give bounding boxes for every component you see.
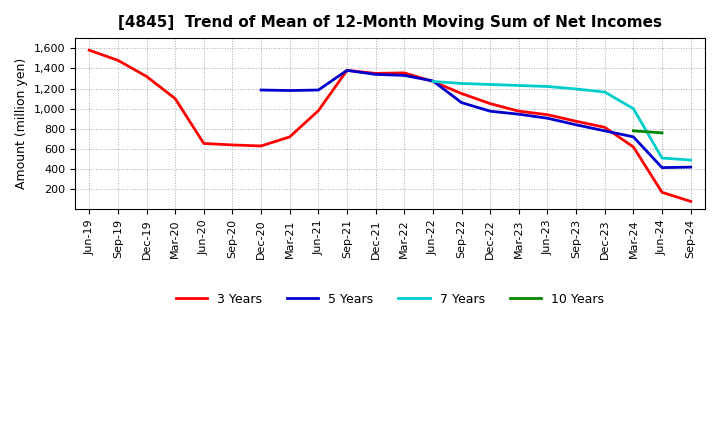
10 Years: [657, 130, 666, 136]
3 Years: [486, 101, 495, 106]
5 Years: [257, 88, 266, 93]
Y-axis label: Amount (million yen): Amount (million yen): [15, 58, 28, 189]
3 Years: [657, 190, 666, 195]
5 Years: [400, 73, 408, 78]
Line: 5 Years: 5 Years: [261, 70, 690, 168]
5 Years: [343, 68, 351, 73]
3 Years: [372, 71, 380, 76]
3 Years: [515, 109, 523, 114]
3 Years: [257, 143, 266, 149]
3 Years: [285, 134, 294, 139]
7 Years: [600, 89, 609, 95]
3 Years: [400, 70, 408, 76]
3 Years: [343, 68, 351, 73]
Line: 3 Years: 3 Years: [89, 50, 690, 202]
5 Years: [657, 165, 666, 170]
5 Years: [285, 88, 294, 93]
7 Years: [572, 86, 580, 92]
5 Years: [486, 109, 495, 114]
3 Years: [629, 144, 638, 150]
3 Years: [686, 199, 695, 204]
5 Years: [372, 72, 380, 77]
7 Years: [457, 81, 466, 86]
7 Years: [657, 155, 666, 161]
3 Years: [600, 125, 609, 130]
5 Years: [686, 165, 695, 170]
3 Years: [199, 141, 208, 146]
5 Years: [314, 88, 323, 93]
3 Years: [543, 112, 552, 117]
5 Years: [457, 100, 466, 105]
7 Years: [515, 83, 523, 88]
7 Years: [486, 82, 495, 87]
3 Years: [428, 79, 437, 84]
3 Years: [314, 108, 323, 114]
7 Years: [428, 79, 437, 84]
3 Years: [228, 142, 237, 147]
Legend: 3 Years, 5 Years, 7 Years, 10 Years: 3 Years, 5 Years, 7 Years, 10 Years: [171, 288, 609, 311]
5 Years: [428, 78, 437, 84]
Title: [4845]  Trend of Mean of 12-Month Moving Sum of Net Incomes: [4845] Trend of Mean of 12-Month Moving …: [118, 15, 662, 30]
7 Years: [686, 158, 695, 163]
3 Years: [85, 48, 94, 53]
5 Years: [515, 112, 523, 117]
Line: 7 Years: 7 Years: [433, 81, 690, 160]
5 Years: [543, 116, 552, 121]
5 Years: [572, 122, 580, 128]
3 Years: [142, 74, 150, 79]
5 Years: [629, 134, 638, 139]
5 Years: [600, 128, 609, 133]
3 Years: [171, 96, 179, 101]
3 Years: [457, 91, 466, 96]
10 Years: [629, 128, 638, 133]
7 Years: [543, 84, 552, 89]
Line: 10 Years: 10 Years: [634, 131, 662, 133]
3 Years: [572, 119, 580, 124]
7 Years: [629, 106, 638, 111]
3 Years: [114, 58, 122, 63]
